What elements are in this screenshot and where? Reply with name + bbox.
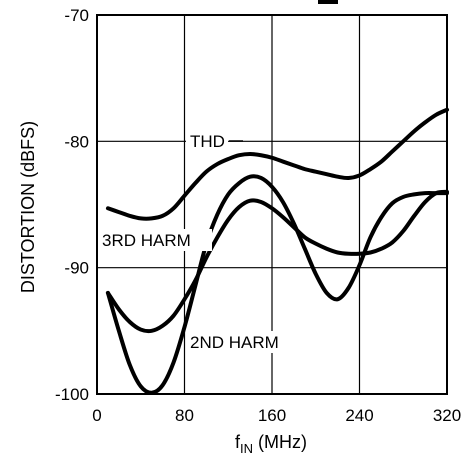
x-tick-label-160: 160 [258, 406, 286, 425]
tick-labels: 0 80 160 240 320 -70 -80 -90 -100 [55, 6, 461, 425]
y-tick-label-neg80: -80 [64, 132, 89, 151]
y-tick-label-neg70: -70 [64, 6, 89, 25]
x-tick-label-240: 240 [345, 406, 373, 425]
x-tick-label-80: 80 [175, 406, 194, 425]
x-tick-label-0: 0 [92, 406, 101, 425]
x-tick-label-320: 320 [433, 406, 461, 425]
series-layer [105, 107, 449, 395]
series-line-thd [105, 107, 449, 221]
thd-label: THD [190, 132, 225, 151]
series-line-3rd-harm [105, 189, 449, 334]
y-axis-title: DISTORTION (dBFS) [18, 121, 38, 293]
2nd-harm-label-bg [188, 331, 304, 353]
3rd-harm-label-bg [100, 229, 212, 251]
y-tick-label-neg90: -90 [64, 259, 89, 278]
top-clipped-title-fragment [318, 0, 338, 4]
2nd-harm-label: 2ND HARM [190, 333, 279, 352]
x-axis-title-unit: (MHz) [253, 432, 307, 452]
series-line-2nd-harm [105, 174, 449, 395]
x-axis-title-main: f [235, 432, 241, 452]
plot-frame [96, 14, 448, 395]
x-axis-title-subscript: IN [240, 441, 253, 456]
x-axis-title: fIN (MHz) [235, 432, 307, 456]
3rd-harm-label: 3RD HARM [102, 231, 191, 250]
thd-label-bg [186, 129, 228, 151]
y-tick-label-neg100: -100 [55, 385, 89, 404]
